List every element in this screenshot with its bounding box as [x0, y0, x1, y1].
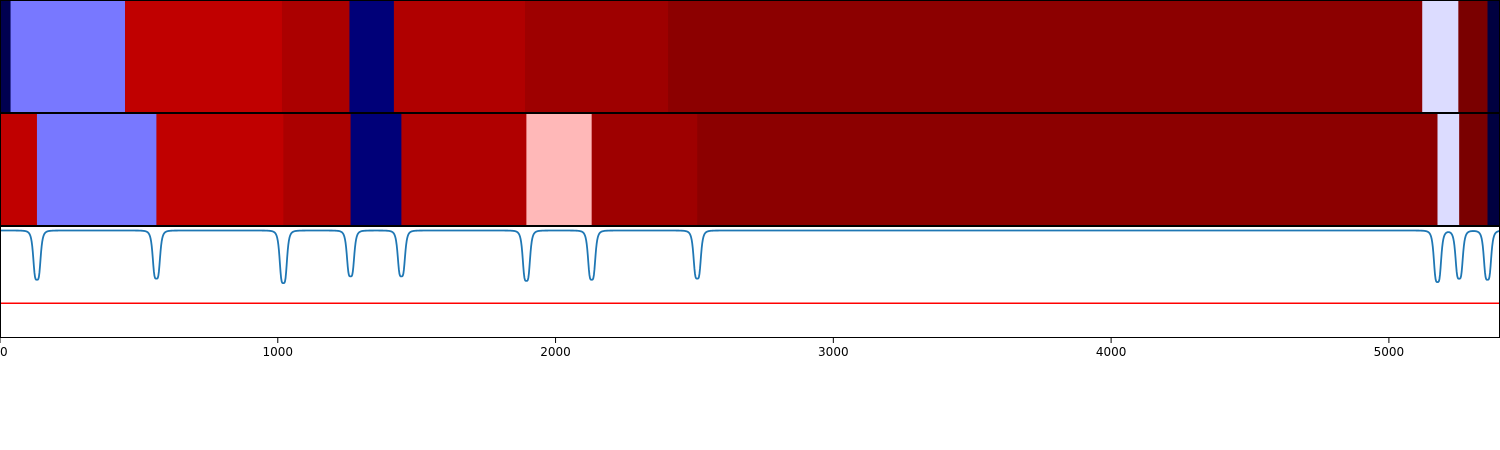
heatmap-cell-r1-1 [36, 113, 157, 225]
heatmap-cell-r0-8 [1422, 0, 1459, 112]
heatmap-cell-r0-2 [125, 0, 283, 112]
heatmap-cell-r1-5 [401, 113, 527, 225]
heatmap-cell-r0-10 [1487, 0, 1500, 112]
heatmap-cell-r1-9 [1437, 113, 1460, 225]
heatmap-cell-r1-4 [350, 113, 402, 225]
heatmap-cell-r1-6 [526, 113, 593, 225]
signal-panel [0, 226, 1500, 338]
heatmap-cell-r0-3 [281, 0, 351, 112]
heatmap-cell-r0-4 [349, 0, 395, 112]
x-tick-label-4: 4000 [1096, 345, 1127, 359]
signal-line [0, 229, 1500, 285]
heatmap-row-top [0, 0, 1500, 112]
x-tick-label-1: 1000 [263, 345, 294, 359]
heatmap-cell-r1-8 [697, 113, 1439, 225]
heatmap-cell-r0-0 [0, 0, 12, 112]
heatmap-cell-r0-7 [668, 0, 1423, 112]
x-tick-label-0: 0 [0, 345, 8, 359]
heatmap-cell-r1-7 [591, 113, 698, 225]
heatmap-cell-r1-3 [283, 113, 352, 225]
x-tick-label-2: 2000 [540, 345, 571, 359]
x-tick-label-3: 3000 [818, 345, 849, 359]
heatmap-cell-r1-11 [1487, 113, 1500, 225]
heatmap-cell-r0-6 [525, 0, 669, 112]
heatmap-cell-r0-1 [10, 0, 126, 112]
heatmap-cell-r0-5 [393, 0, 526, 112]
heatmap-cell-r1-2 [156, 113, 284, 225]
heatmap-cell-r1-0 [0, 113, 38, 225]
x-axis: 0 1000 2000 3000 4000 5000 [0, 338, 1404, 359]
heatmap-row-bottom [0, 113, 1500, 225]
heatmap-cell-r0-9 [1458, 0, 1489, 112]
signal-panel-frame [0, 226, 1500, 338]
heatmap-cell-r1-10 [1459, 113, 1489, 225]
x-tick-label-5: 5000 [1374, 345, 1405, 359]
